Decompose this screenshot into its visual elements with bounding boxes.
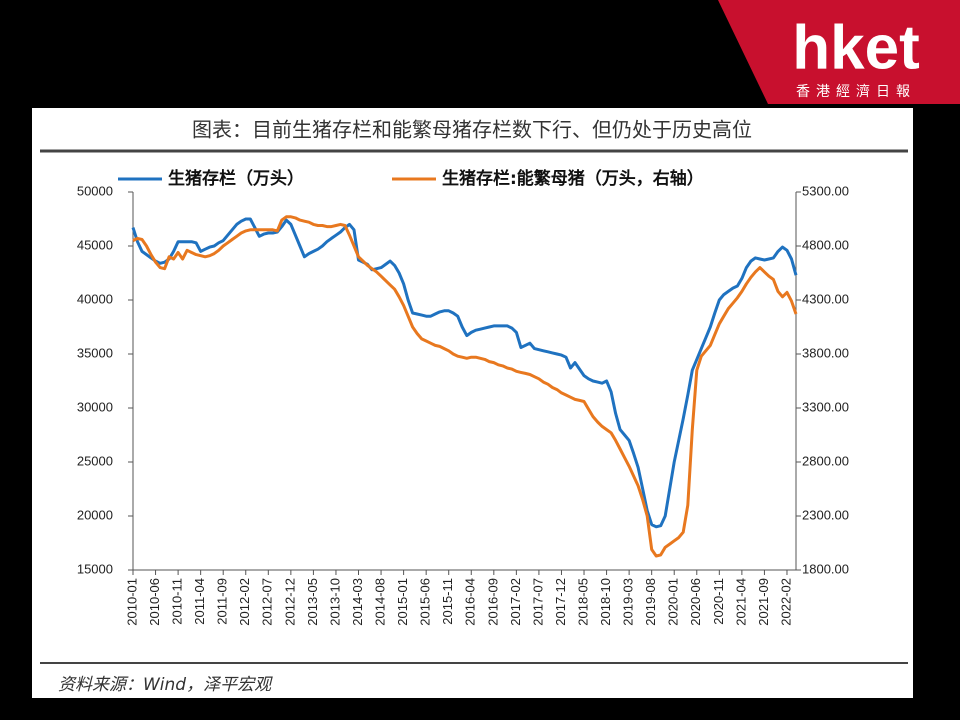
x-tick-label: 2012-12 [282,578,297,626]
panel [32,108,913,698]
y2-tick-label: 5300.00 [802,183,849,198]
x-tick-label: 2020-01 [666,578,681,626]
y-tick-label: 50000 [77,183,113,198]
series-line [132,215,798,558]
x-tick-label: 2011-09 [215,578,230,625]
y2-tick-label: 3300.00 [802,399,849,414]
logo: hket [792,13,919,82]
x-tick-label: 2021-04 [733,578,748,626]
x-tick-label: 2010-06 [147,578,162,626]
series-line [131,217,798,529]
y-tick-label: 30000 [77,399,113,414]
logo-badge [718,0,960,104]
x-tick-label: 2012-07 [260,578,275,626]
x-tick-label: 2014-08 [372,578,387,626]
legend-label: 生猪存栏:能繁母猪（万头，右轴） [442,168,704,189]
chart-title: 图表：目前生猪存栏和能繁母猪存栏数下行、但仍处于历史高位 [192,118,752,142]
x-tick-label: 2018-10 [598,578,613,626]
y-tick-label: 15000 [77,561,113,576]
x-tick-label: 2013-10 [327,578,342,626]
x-tick-label: 2015-01 [395,578,410,626]
y-tick-label: 20000 [77,507,113,522]
x-tick-label: 2013-05 [305,578,320,626]
x-tick-label: 2019-03 [621,578,636,626]
x-tick-label: 2020-06 [688,578,703,626]
x-tick-label: 2019-08 [643,578,658,626]
legend-label: 生猪存栏（万头） [168,168,304,189]
y-tick-label: 45000 [77,237,113,252]
y-tick-label: 40000 [77,291,113,306]
x-tick-label: 2010-11 [170,578,185,625]
x-tick-label: 2011-04 [192,578,207,625]
y-tick-label: 35000 [77,345,113,360]
x-tick-label: 2010-01 [124,578,139,626]
y-tick-label: 25000 [77,453,113,468]
y2-tick-label: 1800.00 [802,561,849,576]
y2-tick-label: 4800.00 [802,237,849,252]
x-tick-label: 2017-02 [508,578,523,626]
x-tick-label: 2016-09 [485,578,500,626]
x-tick-label: 2016-04 [463,578,478,626]
x-tick-label: 2017-07 [530,578,545,626]
x-tick-label: 2018-05 [575,578,590,626]
y2-tick-label: 4300.00 [802,291,849,306]
x-tick-label: 2015-11 [440,578,455,625]
x-tick-label: 2020-11 [711,578,726,625]
x-tick-label: 2014-03 [350,578,365,626]
x-tick-label: 2021-09 [756,578,771,626]
y2-tick-label: 2800.00 [802,453,849,468]
x-tick-label: 2017-12 [553,578,568,626]
source: 资料来源：Wind，泽平宏观 [58,675,273,695]
x-tick-label: 2022-02 [778,578,793,626]
logo-subtitle: 香港經濟日報 [796,84,916,100]
y2-tick-label: 2300.00 [802,507,849,522]
y2-tick-label: 3800.00 [802,345,849,360]
x-tick-label: 2015-06 [418,578,433,626]
x-tick-label: 2012-02 [237,578,252,626]
